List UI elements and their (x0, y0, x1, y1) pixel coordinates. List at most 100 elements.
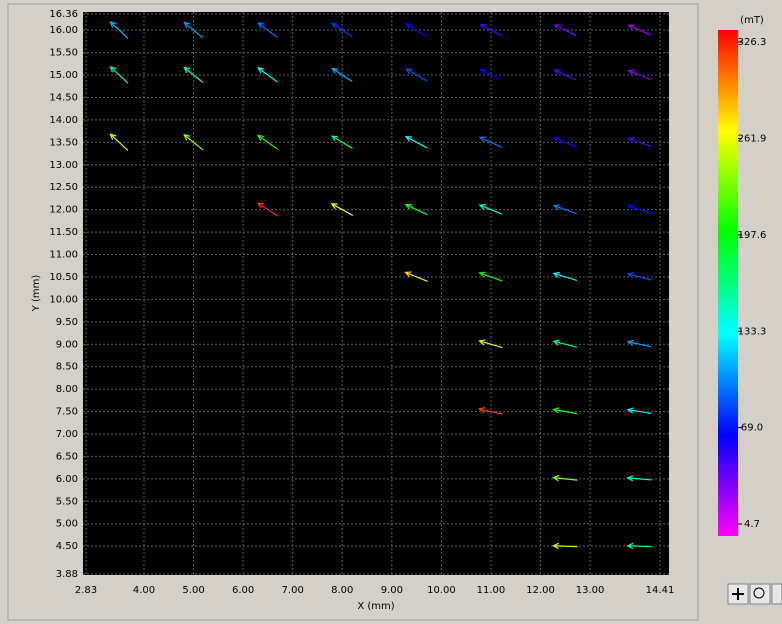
vector-arrow (405, 23, 428, 37)
vector-arrow (479, 23, 502, 37)
y-tick-label: 7.00 (56, 429, 78, 440)
vector-arrow (626, 339, 652, 348)
y-tick-label: 15.50 (49, 48, 78, 59)
y-tick-label: 9.00 (56, 339, 78, 350)
vector-arrow (330, 203, 354, 216)
y-axis-label: Y (mm) (31, 275, 42, 313)
vector-arrow (553, 24, 577, 36)
x-tick-label: 11.00 (477, 585, 506, 596)
vector-arrow (183, 133, 204, 151)
vector-arrow (477, 407, 503, 415)
vector-arrow (626, 407, 652, 415)
toolbar (727, 583, 782, 605)
x-tick-label: 9.00 (381, 585, 403, 596)
vector-arrow (257, 67, 278, 83)
x-tick-label: 13.00 (576, 585, 605, 596)
y-tick-label: 9.50 (56, 317, 78, 328)
vector-arrow (626, 475, 652, 482)
vector-arrow (256, 134, 279, 150)
colorbar-tick-label: 69.0 (741, 423, 763, 434)
vector-arrow (626, 204, 652, 214)
colorbar-tick-label: 4.7 (744, 519, 760, 530)
x-tick-label: 14.41 (646, 585, 675, 596)
vector-arrow (627, 24, 651, 36)
colorbar-unit: (mT) (740, 15, 764, 26)
colorbar (718, 30, 738, 536)
x-tick-label: 10.00 (427, 585, 456, 596)
vector-arrow (404, 271, 428, 283)
vector-arrow (478, 204, 503, 215)
vector-arrow (183, 66, 204, 84)
y-tick-label: 15.00 (49, 70, 78, 81)
vector-arrow (256, 202, 279, 217)
vector-arrow (109, 133, 129, 151)
vector-arrow (404, 136, 428, 149)
vector-arrow (626, 542, 652, 550)
vector-arrow (552, 204, 577, 215)
x-tick-label: 4.00 (133, 585, 155, 596)
vector-arrow (552, 407, 578, 415)
y-tick-label: 6.00 (56, 474, 78, 485)
vector-arrow (109, 65, 129, 84)
vector-arrow (627, 69, 652, 81)
x-tick-label: 6.00 (232, 585, 254, 596)
vector-arrow (552, 475, 578, 482)
y-tick-label: 5.50 (56, 496, 78, 507)
vector-arrow (405, 68, 428, 82)
vector-arrow (331, 22, 353, 38)
x-tick-label: 7.00 (282, 585, 304, 596)
x-tick-label: 5.00 (182, 585, 204, 596)
vector-arrow (479, 68, 502, 82)
y-tick-label: 3.88 (56, 569, 78, 580)
x-tick-label: 2.83 (75, 585, 97, 596)
y-tick-label: 16.36 (49, 9, 78, 20)
panel-frame (7, 3, 699, 621)
vector-arrow (553, 69, 577, 81)
colorbar-tick-label: 326.3 (738, 37, 767, 48)
vector-arrow (552, 339, 578, 348)
vector-arrow (478, 339, 503, 349)
vector-arrow (109, 21, 129, 39)
vector-arrow (627, 137, 652, 148)
y-tick-label: 6.50 (56, 451, 78, 462)
y-tick-label: 16.00 (49, 25, 78, 36)
y-tick-label: 12.50 (49, 182, 78, 193)
x-tick-label: 8.00 (331, 585, 353, 596)
vector-arrow (478, 136, 503, 148)
y-tick-label: 14.50 (49, 92, 78, 103)
y-tick-label: 14.00 (49, 115, 78, 126)
y-tick-label: 4.50 (56, 541, 78, 552)
vector-arrow (331, 67, 353, 83)
vector-arrow (551, 542, 578, 550)
y-tick-label: 13.00 (49, 160, 78, 171)
tool-icon (732, 588, 744, 600)
colorbar-tick-label: 197.6 (738, 230, 767, 241)
y-tick-label: 5.00 (56, 519, 78, 530)
y-tick-label: 13.50 (49, 137, 78, 148)
y-tick-label: 11.00 (49, 250, 78, 261)
tool-button[interactable] (771, 583, 782, 605)
vector-arrow (626, 272, 652, 281)
y-tick-label: 10.00 (49, 294, 78, 305)
vector-arrow (183, 21, 204, 39)
vector-arrow (552, 271, 577, 282)
vector-arrow (478, 271, 503, 282)
y-tick-label: 7.50 (56, 407, 78, 418)
colorbar-tick-label: 261.9 (738, 134, 767, 145)
y-tick-label: 8.50 (56, 362, 78, 373)
vector-arrow (404, 203, 428, 216)
vector-arrow (257, 22, 278, 38)
tool-icon (753, 587, 765, 599)
colorbar-tick-label: 133.3 (738, 326, 767, 337)
vector-arrow (330, 135, 353, 150)
x-tick-label: 12.00 (526, 585, 555, 596)
y-tick-label: 8.00 (56, 384, 78, 395)
y-tick-label: 12.00 (49, 205, 78, 216)
y-tick-label: 10.50 (49, 272, 78, 283)
x-axis-label: X (mm) (357, 601, 394, 612)
y-tick-label: 11.50 (49, 227, 78, 238)
vector-arrow (552, 136, 577, 148)
plot-area (83, 12, 669, 575)
tool-button[interactable] (749, 583, 771, 605)
